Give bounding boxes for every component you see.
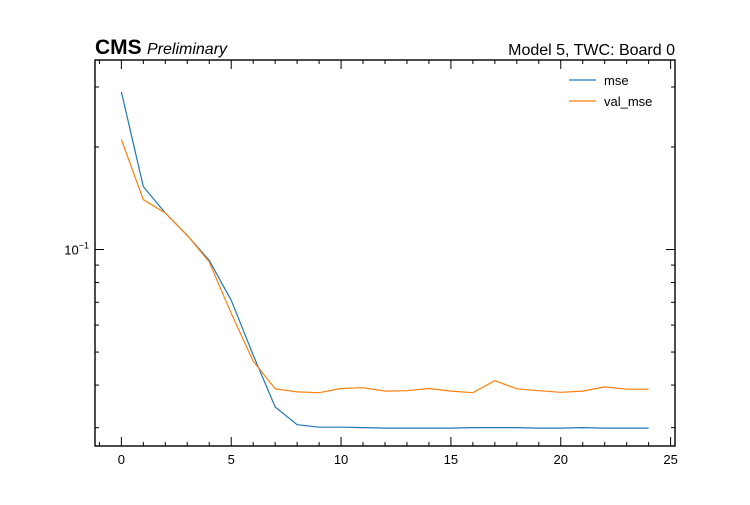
plot-info-label: Model 5, TWC: Board 0 (508, 42, 675, 59)
x-tick-label: 20 (554, 452, 568, 467)
legend: mse val_mse (569, 73, 652, 109)
series-group (120, 91, 649, 429)
x-tick-label: 25 (663, 452, 677, 467)
axes-frame (94, 59, 676, 447)
legend-label: val_mse (604, 94, 652, 109)
plot-area: 0 5 10 15 20 25 10−1 (64, 60, 678, 467)
series-line-val_mse (120, 139, 649, 394)
series-line-mse (120, 91, 649, 429)
status-label: Preliminary (147, 41, 228, 58)
legend-label: mse (604, 73, 629, 88)
y-tick-label: 10−1 (64, 241, 89, 258)
experiment-label: CMS (95, 36, 142, 59)
x-tick-label: 5 (228, 452, 235, 467)
x-tick-label: 0 (118, 452, 125, 467)
x-tick-label: 15 (444, 452, 458, 467)
x-tick-label: 10 (334, 452, 348, 467)
